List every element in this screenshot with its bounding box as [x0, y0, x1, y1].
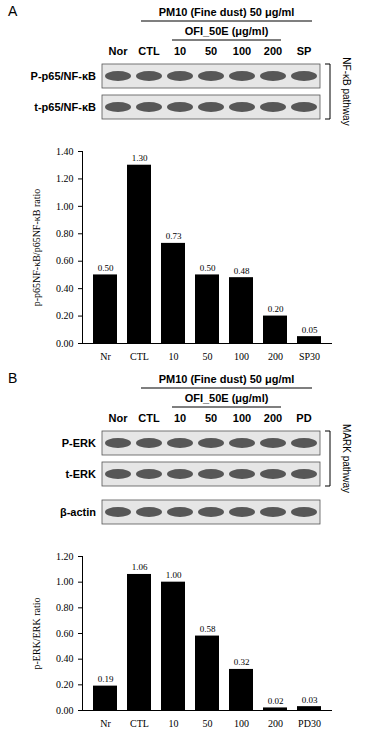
svg-text:Nor: Nor	[109, 45, 129, 57]
svg-text:0.48: 0.48	[234, 266, 250, 276]
svg-text:PM10 (Fine dust) 50 μg/ml: PM10 (Fine dust) 50 μg/ml	[159, 6, 295, 18]
svg-text:1.00: 1.00	[166, 570, 182, 580]
svg-text:PM10 (Fine dust) 50 μg/ml: PM10 (Fine dust) 50 μg/ml	[159, 373, 295, 385]
svg-text:0.60: 0.60	[56, 628, 74, 639]
svg-text:t-ERK: t-ERK	[65, 468, 96, 480]
svg-text:MARK pathway: MARK pathway	[341, 424, 352, 493]
svg-text:0.60: 0.60	[56, 255, 74, 266]
svg-text:p-p65NF-κB/p65NF-κB ratio: p-p65NF-κB/p65NF-κB ratio	[31, 189, 42, 307]
svg-text:SP: SP	[297, 45, 312, 57]
svg-text:0.20: 0.20	[56, 310, 74, 321]
svg-text:P-ERK: P-ERK	[62, 437, 96, 449]
svg-text:10: 10	[169, 351, 179, 362]
svg-text:SP30: SP30	[299, 351, 320, 362]
svg-text:B: B	[8, 370, 17, 386]
svg-text:10: 10	[174, 45, 186, 57]
svg-text:0.40: 0.40	[56, 283, 74, 294]
svg-text:200: 200	[264, 45, 282, 57]
svg-text:0.19: 0.19	[98, 674, 114, 684]
svg-text:50: 50	[203, 351, 213, 362]
svg-text:50: 50	[203, 718, 213, 729]
svg-text:Nor: Nor	[109, 412, 129, 424]
svg-text:0.20: 0.20	[268, 304, 284, 314]
svg-text:0.20: 0.20	[56, 679, 74, 690]
svg-text:0.02: 0.02	[268, 696, 284, 706]
svg-text:0.00: 0.00	[56, 338, 74, 349]
svg-text:CTL: CTL	[138, 45, 160, 57]
svg-text:100: 100	[233, 412, 251, 424]
svg-text:0.58: 0.58	[200, 624, 216, 634]
svg-text:1.30: 1.30	[132, 153, 148, 163]
svg-text:200: 200	[268, 718, 283, 729]
svg-text:0.32: 0.32	[234, 657, 250, 667]
svg-text:NF-κB pathway: NF-κB pathway	[341, 57, 352, 125]
svg-text:Nr: Nr	[100, 718, 111, 729]
svg-text:200: 200	[264, 412, 282, 424]
svg-text:1.20: 1.20	[56, 173, 74, 184]
svg-text:1.40: 1.40	[56, 146, 74, 157]
svg-text:50: 50	[205, 45, 217, 57]
svg-text:200: 200	[268, 351, 283, 362]
svg-text:0.80: 0.80	[56, 228, 74, 239]
svg-text:CTL: CTL	[138, 412, 160, 424]
svg-text:100: 100	[233, 45, 251, 57]
svg-text:PD: PD	[296, 412, 311, 424]
svg-text:CTL: CTL	[130, 718, 149, 729]
svg-text:Nr: Nr	[100, 351, 111, 362]
svg-text:OFI_50E (μg/ml): OFI_50E (μg/ml)	[185, 25, 269, 37]
svg-text:CTL: CTL	[130, 351, 149, 362]
svg-text:A: A	[8, 3, 18, 19]
svg-text:10: 10	[169, 718, 179, 729]
svg-text:0.50: 0.50	[98, 263, 114, 273]
svg-text:0.50: 0.50	[200, 263, 216, 273]
svg-text:1.20: 1.20	[56, 551, 74, 562]
svg-text:0.73: 0.73	[166, 231, 182, 241]
svg-text:1.00: 1.00	[56, 576, 74, 587]
svg-text:50: 50	[205, 412, 217, 424]
svg-text:p-ERK/ERK ratio: p-ERK/ERK ratio	[31, 598, 42, 670]
svg-text:0.03: 0.03	[302, 695, 318, 705]
svg-text:0.00: 0.00	[56, 705, 74, 716]
svg-text:β-actin: β-actin	[60, 506, 96, 518]
svg-text:1.00: 1.00	[56, 201, 74, 212]
svg-text:0.05: 0.05	[302, 325, 318, 335]
svg-text:100: 100	[234, 351, 249, 362]
svg-text:10: 10	[174, 412, 186, 424]
svg-text:1.06: 1.06	[132, 562, 148, 572]
svg-text:100: 100	[234, 718, 249, 729]
svg-text:OFI_50E (μg/ml): OFI_50E (μg/ml)	[185, 392, 269, 404]
svg-text:0.40: 0.40	[56, 653, 74, 664]
svg-text:PD30: PD30	[298, 718, 321, 729]
svg-text:0.80: 0.80	[56, 602, 74, 613]
svg-text:P-p65/NF-κB: P-p65/NF-κB	[31, 70, 96, 82]
svg-text:t-p65/NF-κB: t-p65/NF-κB	[34, 101, 96, 113]
